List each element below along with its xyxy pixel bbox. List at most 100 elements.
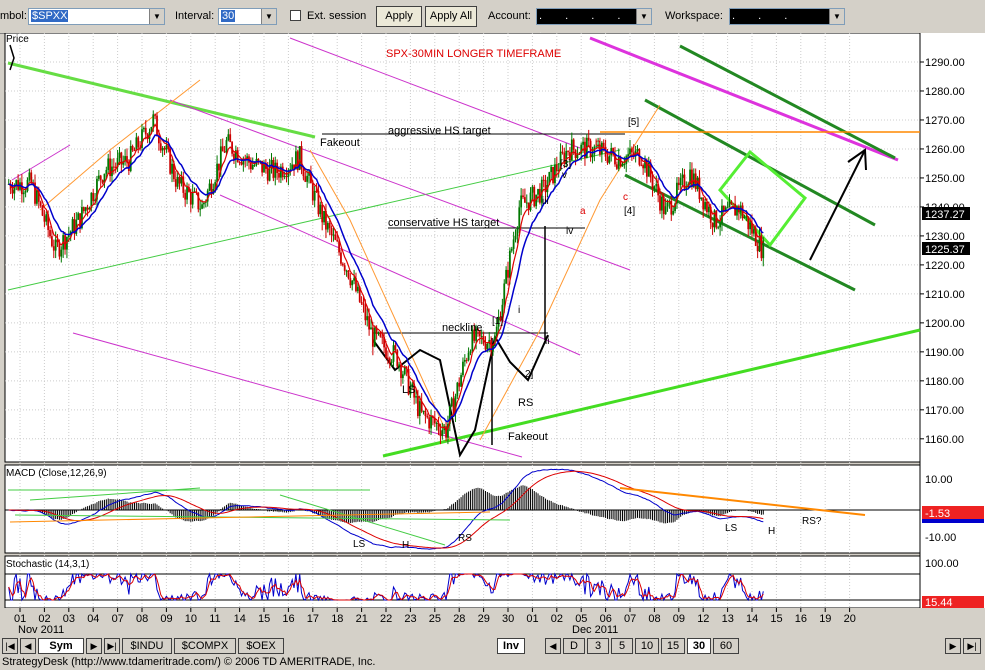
candle-body [644, 159, 646, 169]
candle-body [338, 241, 340, 253]
candle-body [572, 139, 575, 150]
candle-body [201, 204, 203, 209]
tab-15[interactable]: 15 [661, 638, 685, 654]
candle-body [112, 166, 115, 168]
ext-session-checkbox[interactable] [290, 10, 301, 21]
candle-body [702, 197, 705, 210]
scroll-left-end-icon[interactable]: |◀ [2, 638, 18, 654]
account-combo[interactable]: . . . . . ▼ [536, 8, 652, 37]
candle-body [477, 328, 479, 331]
interval-combo[interactable]: 30 ▼ [218, 8, 277, 25]
scroll-chart-right-icon[interactable]: ▶ [945, 638, 961, 654]
time-tick-label: 03 [63, 613, 75, 625]
time-tick-label: 08 [648, 613, 660, 625]
candle-body [522, 195, 524, 198]
tab-indu[interactable]: $INDU [122, 638, 172, 654]
candle-body [26, 179, 29, 191]
candle-body [726, 207, 729, 209]
chevron-down-icon[interactable]: ▼ [829, 9, 844, 24]
dark-green-channel-top [679, 44, 896, 160]
scroll-left-icon[interactable]: ◀ [20, 638, 36, 654]
candle-body [289, 169, 292, 171]
candle-body [719, 223, 721, 228]
candle-body [251, 165, 254, 170]
candle-body [371, 327, 374, 347]
chart-area[interactable]: Price SPX-30MIN LONGER TIMEFRAME Fakeout… [0, 33, 985, 636]
candle-body [711, 222, 714, 228]
candle-body [375, 327, 378, 334]
price-tick-label: 1170.00 [925, 405, 964, 417]
workspace-label: Workspace: [665, 10, 723, 22]
candle-body [540, 179, 543, 203]
wave-5-label: [5] [628, 117, 639, 128]
candle-body [758, 235, 761, 252]
candle-body [199, 208, 202, 210]
magenta-inner-line [219, 194, 581, 356]
orange-fan-mid [309, 149, 451, 441]
tab-oex[interactable]: $OEX [238, 638, 284, 654]
candle-body [514, 235, 517, 240]
time-axis-ticks: 01 02 03 04 07 08 09 10 11 14 15 16 17 18 21 22 23 25 28 29… [14, 608, 856, 625]
candle-body [659, 195, 661, 211]
last-price-2: 1225.37 [925, 244, 965, 256]
candle-body [39, 201, 42, 206]
chevron-down-icon[interactable]: ▼ [261, 9, 276, 24]
price-tick-label: 1290.00 [925, 57, 965, 69]
tab-daily[interactable]: D [563, 638, 585, 654]
apply-button[interactable]: Apply [376, 6, 422, 27]
scroll-chart-end-icon[interactable]: ▶| [963, 638, 981, 654]
candle-body [351, 280, 354, 286]
candle-body [328, 222, 331, 229]
candle-body [698, 177, 701, 200]
tab-10[interactable]: 10 [635, 638, 659, 654]
account-value: . . . . . [539, 10, 631, 37]
workspace-combo[interactable]: . . . ▼ [729, 8, 845, 25]
scroll-right-icon[interactable]: ▶ [86, 638, 102, 654]
macd-histogram [10, 485, 764, 524]
chevron-down-icon[interactable]: ▼ [149, 9, 164, 24]
candle-body [82, 207, 85, 212]
candle-body [398, 364, 401, 367]
tab-60[interactable]: 60 [713, 638, 739, 654]
tab-3[interactable]: 3 [587, 638, 609, 654]
candle-body [233, 153, 235, 160]
candle-body [505, 269, 508, 284]
interval-value: 30 [221, 10, 236, 22]
prev-interval-icon[interactable]: ◀ [545, 638, 561, 654]
candle-body [501, 304, 504, 321]
candle-body [383, 337, 386, 348]
tab-5[interactable]: 5 [611, 638, 633, 654]
chevron-down-icon[interactable]: ▼ [636, 9, 651, 24]
candle-body [426, 415, 429, 418]
candle-body [159, 143, 162, 151]
candle-body [349, 278, 352, 286]
scroll-right-end-icon[interactable]: ▶| [104, 638, 120, 654]
candle-body [343, 265, 346, 271]
candle-body [296, 151, 299, 170]
candle-body [441, 430, 444, 437]
tab-30[interactable]: 30 [687, 638, 711, 654]
candle-body [206, 190, 209, 202]
candle-body [447, 423, 449, 438]
candle-body [542, 179, 545, 181]
candle-body [84, 207, 87, 212]
price-tick-label: 1280.00 [925, 86, 965, 98]
candle-body [52, 246, 55, 251]
candle-body [173, 163, 175, 180]
macd-ls2-label: LS [725, 523, 738, 534]
candle-body [552, 166, 554, 184]
apply-all-button[interactable]: Apply All [425, 6, 477, 27]
macd-tick-bottom: -10.00 [925, 532, 956, 544]
candle-body [640, 164, 643, 166]
candle-body [30, 172, 33, 183]
tab-sym[interactable]: Sym [38, 638, 84, 654]
candle-body [47, 214, 50, 230]
symbol-combo[interactable]: $SPXX ▼ [28, 8, 165, 25]
candle-body [321, 204, 324, 223]
wave-4-label: [4] [624, 206, 635, 217]
candle-body [133, 150, 136, 152]
candle-body [279, 166, 282, 178]
tab-compx[interactable]: $COMPX [174, 638, 236, 654]
candle-body [401, 374, 404, 379]
tab-inv[interactable]: Inv [497, 638, 525, 654]
